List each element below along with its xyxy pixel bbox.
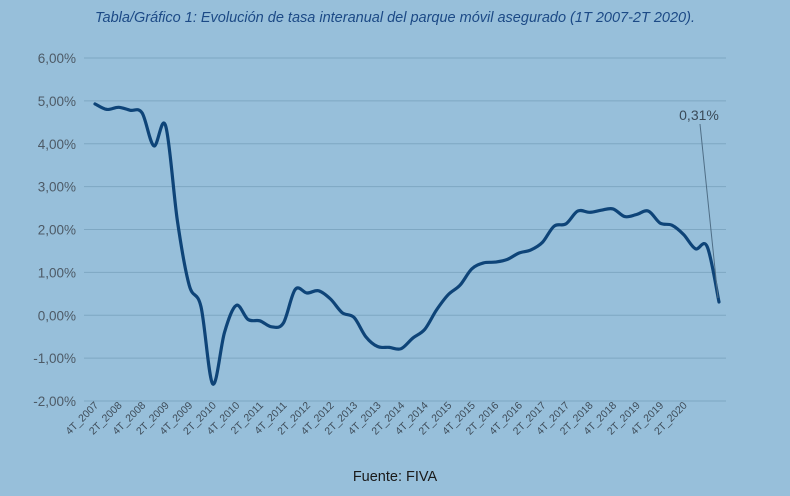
data-point (294, 288, 297, 291)
data-point (329, 297, 332, 300)
data-point (682, 233, 685, 236)
data-point (341, 311, 344, 314)
data-point (600, 209, 603, 212)
data-point (694, 247, 697, 250)
data-point (718, 300, 721, 303)
data-point (482, 261, 485, 264)
data-point (223, 331, 226, 334)
data-point (129, 109, 132, 112)
data-point (353, 316, 356, 319)
data-point (164, 124, 167, 127)
y-tick-label: 6,00% (38, 51, 76, 66)
data-point (258, 319, 261, 322)
data-point (105, 108, 108, 111)
chart-title: Tabla/Gráfico 1: Evolución de tasa inter… (95, 10, 695, 26)
data-point (247, 318, 250, 321)
data-point (235, 304, 238, 307)
data-point (506, 258, 509, 261)
data-point (435, 309, 438, 312)
data-point (564, 222, 567, 225)
data-point (94, 102, 97, 105)
data-point (470, 267, 473, 270)
data-point (388, 346, 391, 349)
data-point (317, 289, 320, 292)
data-point (670, 224, 673, 227)
annotation-leader-line (699, 123, 719, 299)
y-tick-label: 2,00% (38, 223, 76, 238)
data-point (152, 144, 155, 147)
data-point (612, 207, 615, 210)
y-tick-label: 0,00% (38, 308, 76, 323)
y-tick-label: 3,00% (38, 180, 76, 195)
data-point (400, 347, 403, 350)
data-point (376, 345, 379, 348)
y-tick-label: -1,00% (33, 351, 76, 366)
data-point (541, 241, 544, 244)
data-point (199, 305, 202, 308)
data-point (458, 284, 461, 287)
data-point (141, 111, 144, 114)
y-tick-label: 1,00% (38, 265, 76, 280)
chart-source: Fuente: FIVA (352, 469, 438, 485)
data-point (188, 284, 191, 287)
data-point (529, 249, 532, 252)
data-point (117, 106, 120, 109)
y-tick-label: -2,00% (33, 394, 76, 409)
data-point (176, 219, 179, 222)
data-point (364, 335, 367, 338)
data-point (553, 225, 556, 228)
y-tick-label: 4,00% (38, 137, 76, 152)
y-tick-label: 5,00% (38, 94, 76, 109)
data-point (305, 291, 308, 294)
series-line (93, 102, 721, 386)
data-point (588, 211, 591, 214)
data-point (659, 222, 662, 225)
data-point (447, 293, 450, 296)
data-point (270, 325, 273, 328)
data-point (647, 210, 650, 213)
annotation-label: 0,31% (679, 107, 719, 123)
data-point (211, 382, 214, 385)
data-point (282, 321, 285, 324)
data-point (423, 328, 426, 331)
data-point (576, 210, 579, 213)
data-point (623, 215, 626, 218)
data-point (635, 213, 638, 216)
data-point (517, 252, 520, 255)
data-point (411, 336, 414, 339)
data-point (494, 261, 497, 264)
data-point (706, 245, 709, 248)
